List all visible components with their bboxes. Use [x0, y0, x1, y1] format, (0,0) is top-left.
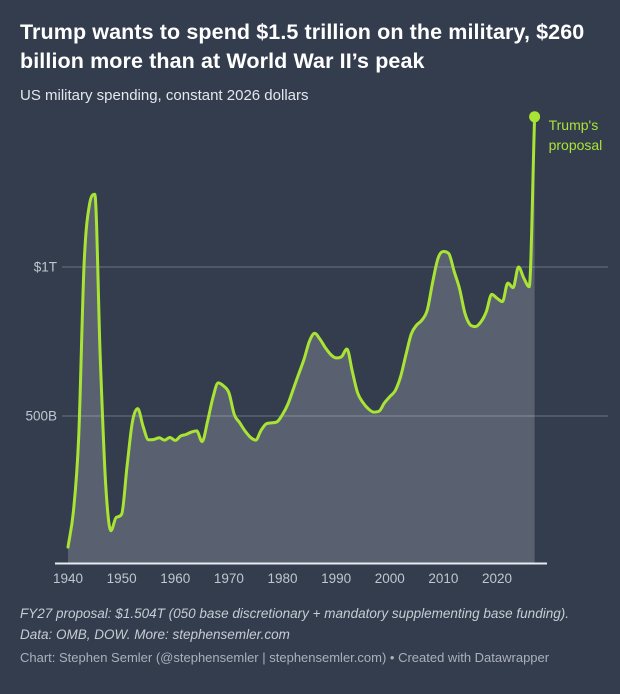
chart-byline: Chart: Stephen Semler (@stephensemler | …: [20, 650, 550, 665]
proposal-annotation: Trump's proposal: [549, 117, 603, 153]
x-axis-tick-label: 1960: [160, 571, 190, 586]
x-axis-tick-label: 1980: [268, 571, 298, 586]
spending-area-fill: [68, 116, 535, 564]
x-axis-tick-label: 1950: [107, 571, 137, 586]
y-axis-label: 500B: [25, 409, 57, 424]
chart-footer: FY27 proposal: $1.504T (050 base discret…: [20, 604, 600, 646]
x-axis-tick-label: 2020: [482, 571, 512, 586]
chart-footnote: FY27 proposal: $1.504T (050 base discret…: [20, 606, 569, 642]
x-axis-tick-label: 1970: [214, 571, 244, 586]
x-axis-tick-label: 1990: [321, 571, 351, 586]
chart-subtitle: US military spending, constant 2026 doll…: [20, 86, 309, 104]
proposal-dot: [529, 111, 541, 123]
x-axis-tick-label: 1940: [53, 571, 83, 586]
x-axis-tick-label: 2000: [375, 571, 405, 586]
x-axis-tick-label: 2010: [428, 571, 458, 586]
y-axis-label: $1T: [34, 260, 57, 275]
chart-title: Trump wants to spend $1.5 trillion on th…: [20, 20, 585, 73]
chart-header: Trump wants to spend $1.5 trillion on th…: [20, 18, 602, 104]
spending-line: [66, 115, 537, 549]
